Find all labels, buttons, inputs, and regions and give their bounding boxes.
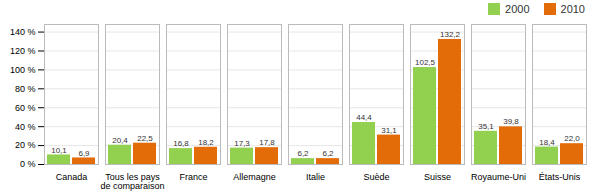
svg-text:80 %: 80 %: [15, 84, 36, 94]
svg-text:6,2: 6,2: [297, 149, 309, 158]
svg-text:132,2: 132,2: [440, 30, 461, 39]
svg-text:6,2: 6,2: [322, 149, 334, 158]
svg-text:Canada: Canada: [56, 172, 88, 182]
svg-text:Allemagne: Allemagne: [233, 172, 276, 182]
svg-text:44,4: 44,4: [356, 113, 372, 122]
svg-text:10,1: 10,1: [51, 146, 67, 155]
svg-text:20 %: 20 %: [15, 140, 36, 150]
html-text:2000: 2000: [505, 3, 530, 15]
svg-text:Tous les paysde comparaison: Tous les paysde comparaison: [100, 172, 164, 191]
svg-text:Suisse: Suisse: [424, 172, 451, 182]
html-text:2010: 2010: [560, 3, 585, 15]
svg-text:Suède: Suède: [363, 172, 389, 182]
svg-text:17,8: 17,8: [259, 138, 275, 147]
svg-text:0 %: 0 %: [20, 159, 36, 169]
svg-text:16,8: 16,8: [173, 139, 189, 148]
svg-text:18,2: 18,2: [198, 138, 214, 147]
svg-text:États-Unis: États-Unis: [539, 172, 581, 182]
svg-text:22,5: 22,5: [137, 134, 153, 143]
svg-text:22,0: 22,0: [564, 134, 580, 143]
svg-text:100 %: 100 %: [10, 65, 36, 75]
svg-text:17,3: 17,3: [234, 139, 250, 148]
svg-text:120 %: 120 %: [10, 46, 36, 56]
svg-text:France: France: [179, 172, 207, 182]
svg-text:40 %: 40 %: [15, 122, 36, 132]
svg-text:39,8: 39,8: [503, 117, 519, 126]
svg-text:102,5: 102,5: [415, 58, 436, 67]
svg-text:6,9: 6,9: [78, 149, 90, 158]
svg-text:Italie: Italie: [306, 172, 325, 182]
svg-text:60 %: 60 %: [15, 103, 36, 113]
svg-text:18,4: 18,4: [539, 138, 555, 147]
svg-text:35,1: 35,1: [478, 122, 494, 131]
svg-text:Royaume-Uni: Royaume-Uni: [471, 172, 526, 182]
svg-text:31,1: 31,1: [381, 126, 397, 135]
svg-text:20,4: 20,4: [112, 136, 128, 145]
svg-text:140 %: 140 %: [10, 27, 36, 37]
